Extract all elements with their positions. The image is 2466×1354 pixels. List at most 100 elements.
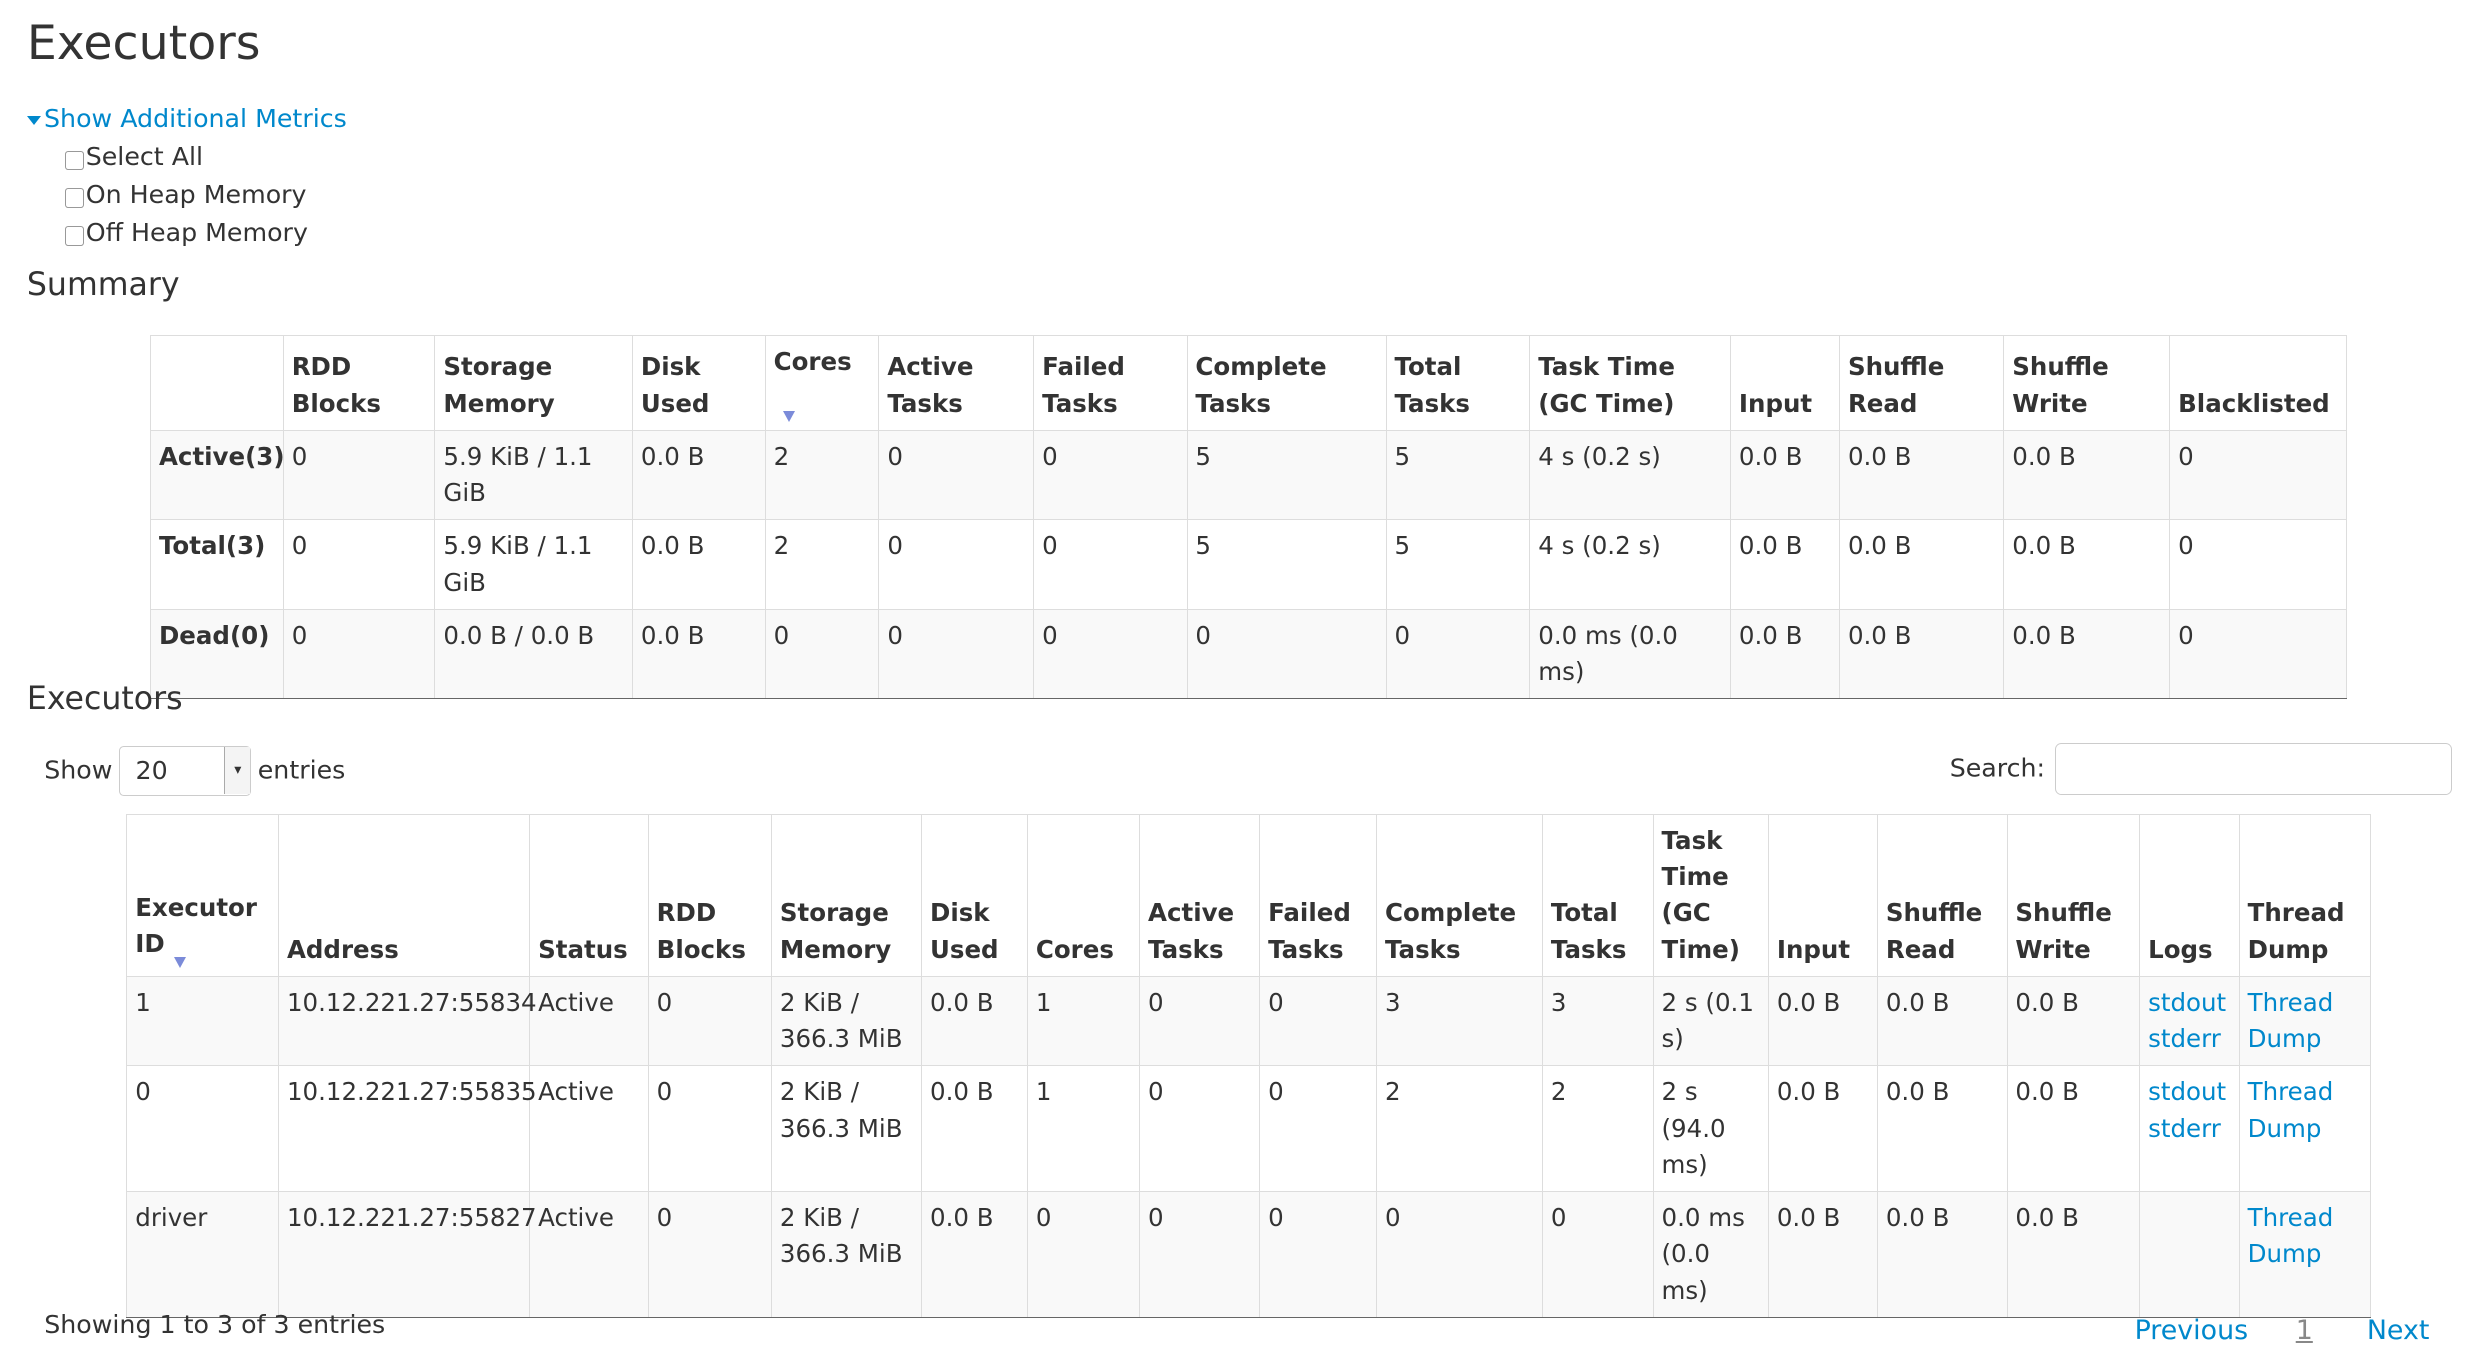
page-size-value: 20 <box>135 755 168 785</box>
executor-cell: 0.0 B <box>1876 975 2008 1067</box>
off-heap-memory-checkbox[interactable]: Off Heap Memory <box>64 218 308 247</box>
checkbox-label: Select All <box>85 142 204 172</box>
page-1-link[interactable]: 1 <box>2295 1314 2313 1346</box>
executor-cell: 0 <box>1259 1191 1378 1318</box>
summary-column-header[interactable]: Shuffle Read <box>1839 334 2005 431</box>
executor-cell: 2 KiB / 366.3 MiB <box>771 1065 923 1193</box>
stderr-link[interactable]: stderr <box>2148 1024 2221 1054</box>
executor-column-header[interactable]: RDD Blocks <box>647 813 773 977</box>
executor-column-header[interactable]: Logs <box>2139 813 2240 977</box>
header-label: Logs <box>2148 934 2213 964</box>
header-label: Complete Tasks <box>1385 898 1517 964</box>
row-label: Dead(0) <box>150 608 284 700</box>
header-label: Disk Used <box>640 352 710 418</box>
executor-column-header[interactable]: Task Time (GC Time) <box>1652 813 1769 977</box>
executor-cell: 0.0 B <box>1876 1065 2008 1193</box>
executor-column-header[interactable]: Thread Dump <box>2238 813 2371 977</box>
summary-cell: 4 s (0.2 s) <box>1529 519 1732 610</box>
show-additional-metrics-toggle[interactable]: Show Additional Metrics <box>26 104 347 133</box>
summary-cell: 0 <box>878 519 1035 610</box>
thread-dump-cell: Thread Dump <box>2238 1191 2371 1318</box>
header-label: Shuffle Write <box>2015 898 2112 964</box>
executor-row: driver 10.12.221.27:55827 Active 0 2 KiB / 3… <box>126 1191 2371 1318</box>
on-heap-memory-checkbox[interactable]: On Heap Memory <box>64 180 307 209</box>
executor-column-header[interactable]: Active Tasks <box>1139 813 1261 977</box>
header-label: Storage Memory <box>443 352 555 418</box>
executor-column-header[interactable]: Total Tasks <box>1542 813 1654 977</box>
select-all-checkbox[interactable]: Select All <box>64 142 204 172</box>
executor-cell: Active <box>529 1191 649 1318</box>
summary-column-header[interactable]: Cores <box>764 334 880 431</box>
thread-dump-link[interactable]: Thread Dump <box>2247 1203 2334 1269</box>
executor-column-header[interactable]: Input <box>1767 813 1878 977</box>
summary-column-header[interactable]: Shuffle Write <box>2003 334 2171 431</box>
executor-column-header[interactable]: Complete Tasks <box>1376 813 1544 977</box>
header-label: Disk Used <box>930 898 999 964</box>
logs-cell: stdout stderr <box>2139 975 2240 1067</box>
page-size-control: Show 20 ▾ entries <box>44 745 345 797</box>
executor-column-header[interactable]: Status <box>529 813 649 977</box>
summary-table: RDD Blocks Storage Memory Disk Used Cores Ac… <box>150 334 2348 700</box>
executor-cell: 0.0 B <box>2006 1191 2141 1318</box>
header-label: Task Time (GC Time) <box>1661 825 1740 964</box>
checkbox-icon[interactable] <box>64 150 85 170</box>
summary-column-header[interactable]: Blacklisted <box>2169 334 2348 431</box>
executor-column-header[interactable]: Storage Memory <box>771 813 923 977</box>
executor-column-header[interactable]: Disk Used <box>921 813 1028 977</box>
summary-cell: 0 <box>282 608 436 700</box>
executor-column-header[interactable]: Address <box>278 813 531 977</box>
dropdown-arrow-icon[interactable]: ▾ <box>224 746 251 795</box>
executor-cell: 0.0 B <box>921 1191 1028 1318</box>
executor-row: 0 10.12.221.27:55835 Active 0 2 KiB / 366.3 … <box>126 1065 2371 1193</box>
summary-row: Dead(0) 0 0.0 B / 0.0 B 0.0 B 0 0 0 0 0 0.0 ms (0… <box>150 608 2348 700</box>
summary-column-header[interactable]: RDD Blocks <box>282 334 436 431</box>
executor-cell: 0 <box>1542 1191 1654 1318</box>
search-input[interactable] <box>2054 742 2452 796</box>
executor-row: 1 10.12.221.27:55834 Active 0 2 KiB / 366.3 … <box>126 975 2371 1067</box>
header-label: RDD Blocks <box>291 352 381 418</box>
next-page-link[interactable]: Next <box>2366 1314 2430 1346</box>
executor-column-header[interactable]: Cores <box>1026 813 1141 977</box>
thread-dump-link[interactable]: Thread Dump <box>2247 1077 2334 1143</box>
executor-column-header[interactable]: Shuffle Write <box>2006 813 2141 977</box>
header-label: Input <box>1776 934 1851 964</box>
summary-cell: 0.0 B / 0.0 B <box>434 608 633 700</box>
executor-column-header[interactable]: Shuffle Read <box>1876 813 2008 977</box>
executor-cell: 2 KiB / 366.3 MiB <box>771 1191 923 1318</box>
summary-column-header[interactable]: Active Tasks <box>878 334 1035 431</box>
summary-cell: 5 <box>1385 429 1531 521</box>
sort-desc-icon[interactable] <box>783 410 796 422</box>
summary-column-header[interactable]: Input <box>1730 334 1841 431</box>
summary-column-header[interactable] <box>150 334 284 431</box>
previous-page-link[interactable]: Previous <box>2134 1314 2249 1346</box>
header-label: Total Tasks <box>1550 898 1627 964</box>
logs-cell: stdout stderr <box>2139 1065 2240 1193</box>
executor-column-header[interactable]: Failed Tasks <box>1259 813 1378 977</box>
summary-column-header[interactable]: Total Tasks <box>1385 334 1531 431</box>
summary-column-header[interactable]: Failed Tasks <box>1033 334 1188 431</box>
stderr-link[interactable]: stderr <box>2148 1113 2221 1143</box>
sort-asc-icon[interactable] <box>174 956 187 968</box>
logs-cell <box>2139 1191 2240 1318</box>
stdout-link[interactable]: stdout <box>2148 987 2227 1017</box>
summary-cell: 0.0 ms (0.0 ms) <box>1529 608 1732 700</box>
header-label: Complete Tasks <box>1195 352 1327 418</box>
summary-cell: 0.0 B <box>631 519 766 610</box>
summary-column-header[interactable]: Disk Used <box>631 334 766 431</box>
executor-column-header[interactable]: Executor ID <box>126 813 280 977</box>
checkbox-icon[interactable] <box>64 188 85 208</box>
header-label: Executor ID <box>135 892 257 959</box>
summary-column-header[interactable]: Storage Memory <box>434 334 633 431</box>
summary-heading: Summary <box>26 267 180 304</box>
checkbox-icon[interactable] <box>64 226 85 246</box>
summary-column-header[interactable]: Complete Tasks <box>1186 334 1387 431</box>
executor-cell: 0 <box>1139 975 1261 1067</box>
summary-cell: 0.0 B <box>1839 429 2005 521</box>
summary-column-header[interactable]: Task Time (GC Time) <box>1529 334 1732 431</box>
executor-cell: 2 s (0.1 s) <box>1652 975 1769 1067</box>
page-size-select[interactable]: 20 ▾ <box>118 745 252 797</box>
stdout-link[interactable]: stdout <box>2148 1077 2227 1107</box>
thread-dump-link[interactable]: Thread Dump <box>2247 987 2334 1054</box>
header-label: Active Tasks <box>1148 898 1235 964</box>
executor-cell: 2 <box>1542 1065 1654 1193</box>
